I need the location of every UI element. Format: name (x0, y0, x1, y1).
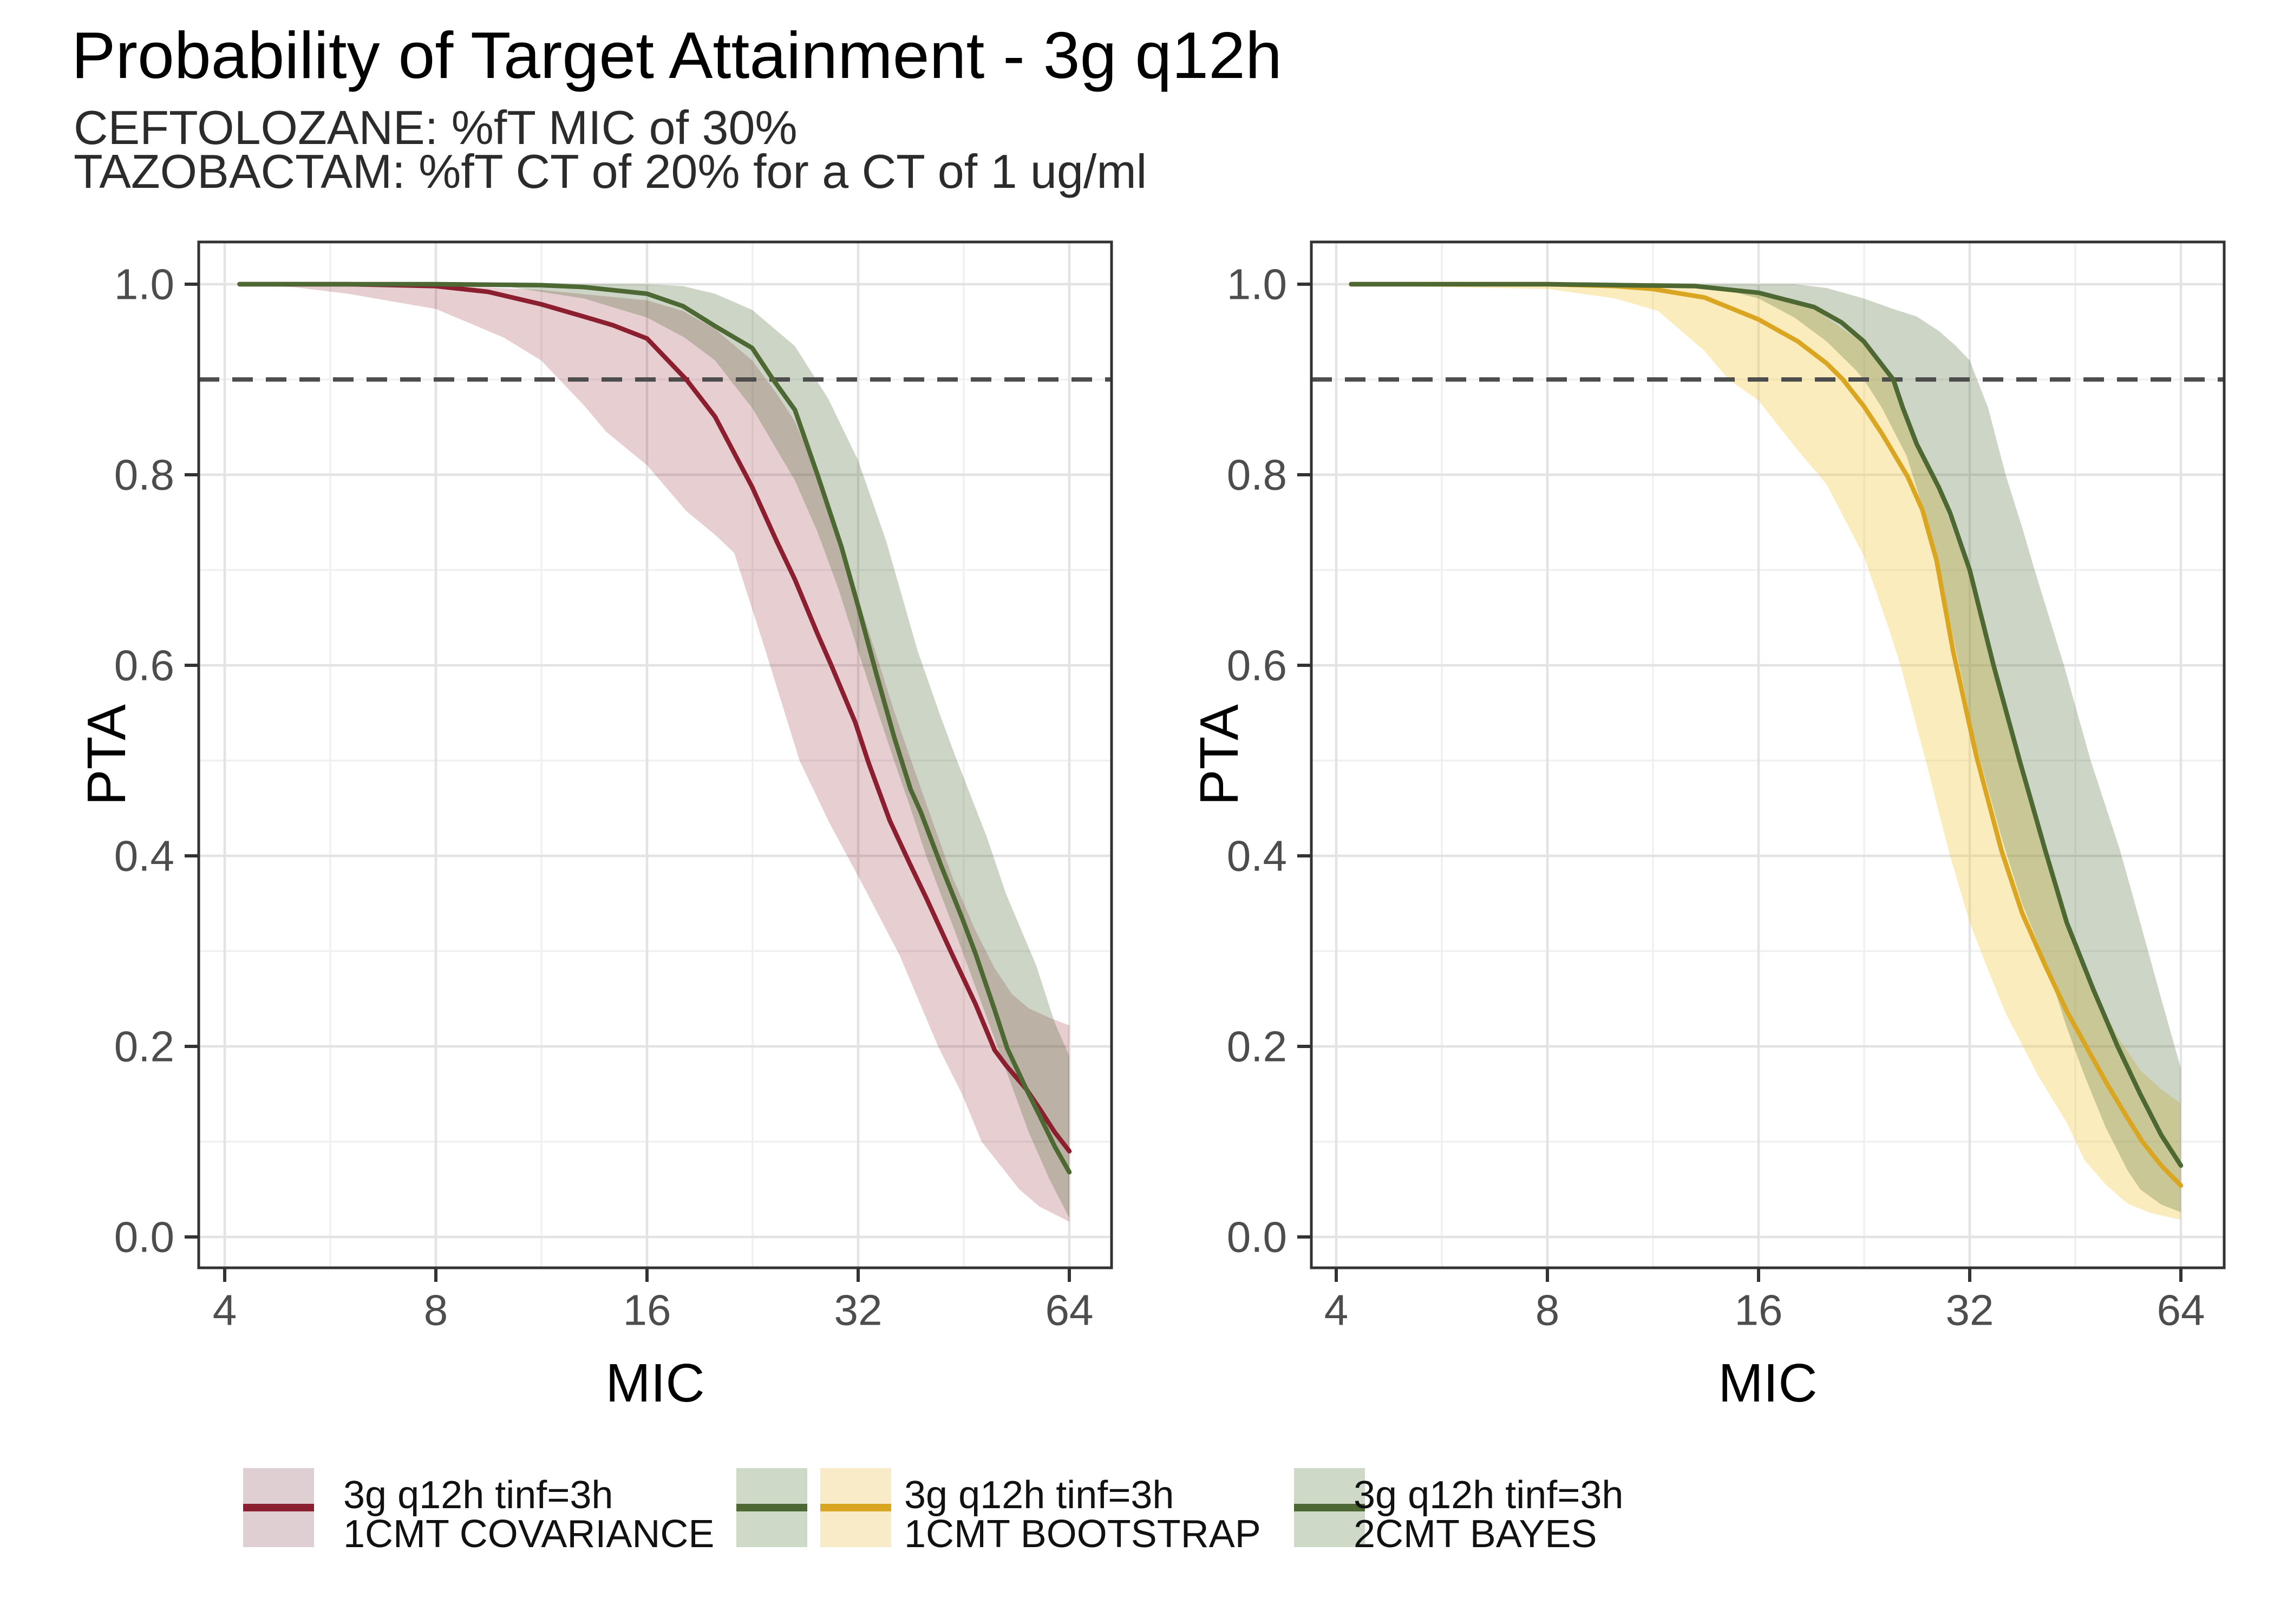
legend-label-regimen: 3g q12h tinf=3h (343, 1474, 613, 1517)
panel-background (1311, 242, 2224, 1268)
subtitle-ceftolozane: CEFTOLOZANE: %fT MIC of 30% (74, 101, 798, 154)
y-tick-label: 0.0 (114, 1213, 174, 1261)
legend-label-regimen: 3g q12h tinf=3h (1354, 1474, 1624, 1517)
legend-key-line (736, 1504, 807, 1511)
y-tick-label: 1.0 (1227, 260, 1287, 309)
x-tick-label: 16 (1735, 1286, 1783, 1334)
x-tick-label: 32 (1946, 1286, 1994, 1334)
panel-left: 4 8 16 32 64 0.0 0.2 0.4 0.6 0.8 1.0 MIC PTA (76, 240, 1113, 1413)
pta-line-bayes (1349, 281, 2184, 1168)
page-title: Probability of Target Attainment - 3g q1… (71, 18, 1282, 92)
x-tick-label: 8 (424, 1286, 448, 1334)
y-tick-label: 0.4 (114, 832, 174, 880)
legend-key-swatch (1294, 1468, 1365, 1547)
x-tick-label: 8 (1535, 1286, 1560, 1334)
y-tick-label: 1.0 (114, 260, 174, 309)
panel-background (199, 242, 1112, 1268)
gridlines-major (1311, 242, 2224, 1268)
y-tick-label: 0.8 (114, 451, 174, 499)
x-tick-label: 64 (1045, 1286, 1094, 1334)
legend-key-swatch (736, 1468, 807, 1547)
x-tick-label: 4 (1324, 1286, 1349, 1334)
x-tick-label: 4 (213, 1286, 237, 1334)
legend-key-swatch (243, 1468, 314, 1547)
y-axis-title: PTA (76, 704, 137, 806)
y-tick-label: 0.4 (1227, 832, 1287, 880)
subtitle-tazobactam: TAZOBACTAM: %fT CT of 20% for a CT of 1 … (74, 144, 1147, 198)
y-tick-label: 0.6 (1227, 641, 1287, 690)
legend-label-model: 1CMT BOOTSTRAP (904, 1512, 1261, 1556)
x-axis-title: MIC (605, 1353, 704, 1413)
x-tick-label: 64 (2157, 1286, 2205, 1334)
page-subtitle: CEFTOLOZANE: %fT MIC of 30% TAZOBACTAM: … (74, 101, 1147, 198)
y-tick-label: 0.8 (1227, 451, 1287, 499)
gridlines-major (199, 242, 1112, 1268)
legend-key-line (243, 1504, 314, 1511)
y-tick-label: 0.2 (1227, 1023, 1287, 1071)
y-axis-title: PTA (1189, 704, 1250, 806)
ribbon-covariance (239, 284, 1069, 1222)
legend-label-model: 1CMT COVARIANCE (343, 1512, 715, 1556)
x-tick-label: 16 (623, 1286, 671, 1334)
pta-line-covariance (237, 281, 1072, 1154)
pta-line-bayes (237, 281, 1072, 1175)
x-tick-label: 32 (834, 1286, 883, 1334)
legend-label-model: 2CMT BAYES (1354, 1512, 1597, 1556)
legend-key-line (820, 1504, 891, 1511)
legend-key-swatch (820, 1468, 891, 1547)
panel-right: 4 8 16 32 64 0.0 0.2 0.4 0.6 0.8 1.0 MIC PTA (1189, 240, 2226, 1413)
legend-label: 3g q12h tinf=3h 1CMT COVARIANCE (343, 1476, 714, 1554)
ribbon-bayes (239, 284, 1069, 1218)
y-tick-label: 0.2 (114, 1023, 174, 1071)
y-tick-label: 0.6 (114, 641, 174, 690)
legend-label: 3g q12h tinf=3h 2CMT BAYES (1354, 1476, 1623, 1554)
legend-key-line (1294, 1504, 1365, 1511)
panel-border (197, 240, 1113, 1269)
legend-label-regimen: 3g q12h tinf=3h (904, 1474, 1174, 1517)
pta-line-bootstrap (1349, 281, 2184, 1188)
ribbon-bayes (1351, 284, 2181, 1213)
panel-border (1310, 240, 2226, 1269)
legend-label: 3g q12h tinf=3h 1CMT BOOTSTRAP (904, 1476, 1261, 1554)
y-tick-label: 0.0 (1227, 1213, 1287, 1261)
x-axis-title: MIC (1718, 1353, 1817, 1413)
